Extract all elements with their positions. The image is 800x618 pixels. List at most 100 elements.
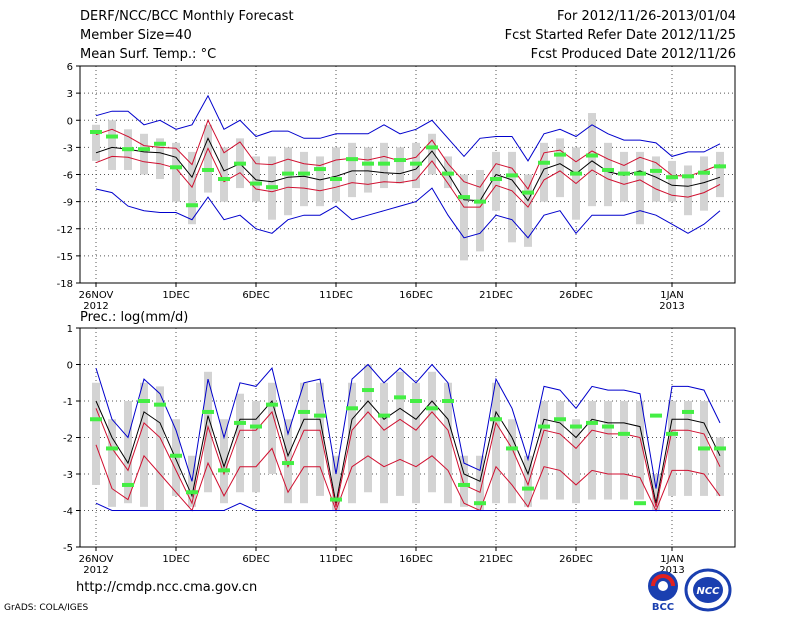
spread-bar (540, 142, 548, 202)
spread-bar (412, 382, 420, 504)
spread-bar (348, 142, 356, 198)
observed-marker (394, 158, 406, 163)
y-tick-label: -1 (63, 397, 73, 408)
spread-bar (396, 147, 404, 184)
fcst-produced-date: Fcst Produced Date 2012/11/26 (530, 47, 736, 62)
observed-marker (474, 501, 486, 506)
observed-marker (666, 431, 678, 436)
observed-marker (538, 160, 550, 165)
member-size: Member Size=40 (80, 28, 192, 43)
observed-marker (330, 497, 342, 502)
observed-marker (586, 153, 598, 158)
spread-bar (668, 160, 676, 202)
y-tick-label: 1 (67, 324, 73, 335)
x-tick-year-label: 2012 (83, 565, 108, 576)
bcc-logo-center (658, 581, 668, 591)
observed-marker (394, 395, 406, 400)
series-line-upper-outer (95, 363, 721, 489)
spread-bar (92, 124, 100, 161)
observed-marker (522, 486, 534, 491)
spread-bar (380, 382, 388, 504)
source-url[interactable]: http://cmdp.ncc.cma.gov.cn (76, 580, 258, 595)
observed-marker (602, 167, 614, 172)
y-tick-label: -2 (63, 434, 73, 445)
observed-marker (122, 147, 134, 152)
observed-marker (570, 424, 582, 429)
observed-marker (698, 170, 710, 175)
observed-marker (298, 409, 310, 414)
spread-bar (492, 382, 500, 504)
x-tick-label: 6DEC (242, 290, 269, 301)
spread-bar (92, 382, 100, 485)
observed-marker (554, 417, 566, 422)
observed-marker (506, 446, 518, 451)
bcc-logo-text: BCC (652, 602, 674, 612)
observed-marker (90, 130, 102, 135)
observed-marker (346, 157, 358, 162)
series-line-upper-outer (95, 94, 721, 162)
spread-bar (476, 455, 484, 511)
observed-marker (554, 152, 566, 157)
x-tick-label: 16DEC (399, 290, 433, 301)
spread-bar (204, 371, 212, 493)
y-tick-label: -15 (57, 252, 73, 263)
header-left: DERF/NCC/BCC Monthly Forecast Member Siz… (80, 8, 294, 65)
variable-label: Mean Surf. Temp.: °C (80, 47, 217, 62)
observed-marker (538, 424, 550, 429)
spread-bar (492, 151, 500, 211)
observed-marker (442, 171, 454, 176)
observed-marker (586, 420, 598, 425)
observed-marker (522, 190, 534, 195)
header-right: For 2012/11/26-2013/01/04 Fcst Started R… (505, 8, 736, 65)
spread-bar (348, 382, 356, 504)
observed-marker (266, 402, 278, 407)
y-tick-label: 0 (67, 116, 73, 127)
series-line-lower-inner (95, 444, 721, 512)
observed-marker (714, 446, 726, 451)
x-tick-label: 26DEC (559, 290, 593, 301)
series-line-lower-outer (95, 187, 721, 239)
observed-marker (602, 424, 614, 429)
spread-bar (620, 151, 628, 202)
spread-bar (364, 364, 372, 493)
spread-bar (172, 142, 180, 202)
observed-marker (378, 161, 390, 166)
spread-bar (508, 419, 516, 504)
observed-marker (330, 177, 342, 182)
observed-marker (458, 482, 470, 487)
spread-bar (636, 151, 644, 225)
observed-marker (218, 468, 230, 473)
ncc-logo-disc (693, 577, 723, 603)
series-line-ensemble-mean (95, 399, 721, 504)
observed-marker (250, 181, 262, 186)
spread-bar (220, 147, 228, 202)
observed-marker (490, 177, 502, 182)
spread-bar (140, 133, 148, 175)
spread-bar (332, 455, 340, 511)
spread-bar (604, 401, 612, 500)
x-tick-label: 11DEC (319, 554, 353, 565)
grads-credit: GrADS: COLA/IGES (4, 603, 89, 613)
series-line-lower-outer (95, 502, 720, 511)
spread-bar (428, 371, 436, 493)
spread-bar (300, 151, 308, 207)
observed-marker (266, 185, 278, 190)
spread-bar (156, 386, 164, 511)
spread-bar (588, 113, 596, 207)
ncc-logo: NCC (684, 568, 732, 612)
series-line-lower-inner (95, 147, 721, 208)
y-tick-label: -6 (63, 171, 73, 182)
spread-bar (156, 138, 164, 180)
observed-marker (298, 171, 310, 176)
spread-bar (140, 382, 148, 507)
fcst-start-date: Fcst Started Refer Date 2012/11/25 (504, 28, 736, 43)
observed-marker (362, 161, 374, 166)
spread-bar (124, 401, 132, 504)
observed-marker (666, 175, 678, 180)
x-tick-label: 1JAN (660, 290, 683, 301)
observed-marker (202, 167, 214, 172)
observed-marker (650, 168, 662, 173)
observed-marker (106, 134, 118, 139)
